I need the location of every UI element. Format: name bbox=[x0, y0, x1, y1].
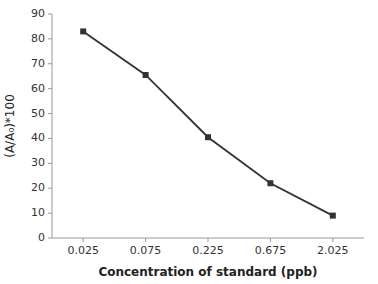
chart-container: 0 10 20 30 40 50 60 70 80 90 0.025 0.075 0.225 0.675 2… bbox=[0, 0, 378, 284]
y-tick-label: 80 bbox=[31, 32, 45, 45]
marker bbox=[205, 134, 211, 140]
y-axis-label: (A/A₀)*100 bbox=[3, 94, 17, 158]
y-tick bbox=[48, 213, 52, 214]
chart: 0 10 20 30 40 50 60 70 80 90 0.025 0.075 0.225 0.675 2… bbox=[0, 0, 378, 284]
marker bbox=[267, 180, 273, 186]
y-tick bbox=[48, 14, 52, 15]
y-tick-label: 40 bbox=[31, 131, 45, 144]
plot-area bbox=[80, 28, 336, 218]
x-axis-label: Concentration of standard (ppb) bbox=[98, 265, 317, 279]
y-tick bbox=[48, 113, 52, 114]
y-tick-label: 20 bbox=[31, 181, 45, 194]
y-tick-label: 0 bbox=[38, 231, 45, 244]
x-tick bbox=[145, 238, 146, 242]
y-tick-label: 70 bbox=[31, 57, 45, 70]
x-tick-label: 0.225 bbox=[192, 244, 224, 257]
marker bbox=[80, 28, 86, 34]
x-tick-label: 2.025 bbox=[317, 244, 349, 257]
y-tick bbox=[48, 138, 52, 139]
x-axis bbox=[52, 238, 364, 239]
line bbox=[83, 31, 333, 215]
y-tick-label: 10 bbox=[31, 206, 45, 219]
y-tick bbox=[48, 63, 52, 64]
y-tick-label: 30 bbox=[31, 156, 45, 169]
y-tick-label: 90 bbox=[31, 7, 45, 20]
y-tick bbox=[48, 38, 52, 39]
y-tick-label: 50 bbox=[31, 107, 45, 120]
marker bbox=[330, 213, 336, 219]
x-tick bbox=[208, 238, 209, 242]
x-tick bbox=[332, 238, 333, 242]
marker bbox=[143, 72, 149, 78]
x-tick bbox=[83, 238, 84, 242]
y-tick bbox=[48, 238, 52, 239]
y-tick-label: 60 bbox=[31, 82, 45, 95]
y-tick bbox=[48, 163, 52, 164]
y-axis bbox=[52, 14, 53, 238]
x-tick-label: 0.075 bbox=[130, 244, 162, 257]
x-tick bbox=[270, 238, 271, 242]
y-tick bbox=[48, 88, 52, 89]
x-tick-label: 0.675 bbox=[255, 244, 287, 257]
x-tick-label: 0.025 bbox=[67, 244, 99, 257]
y-tick bbox=[48, 188, 52, 189]
